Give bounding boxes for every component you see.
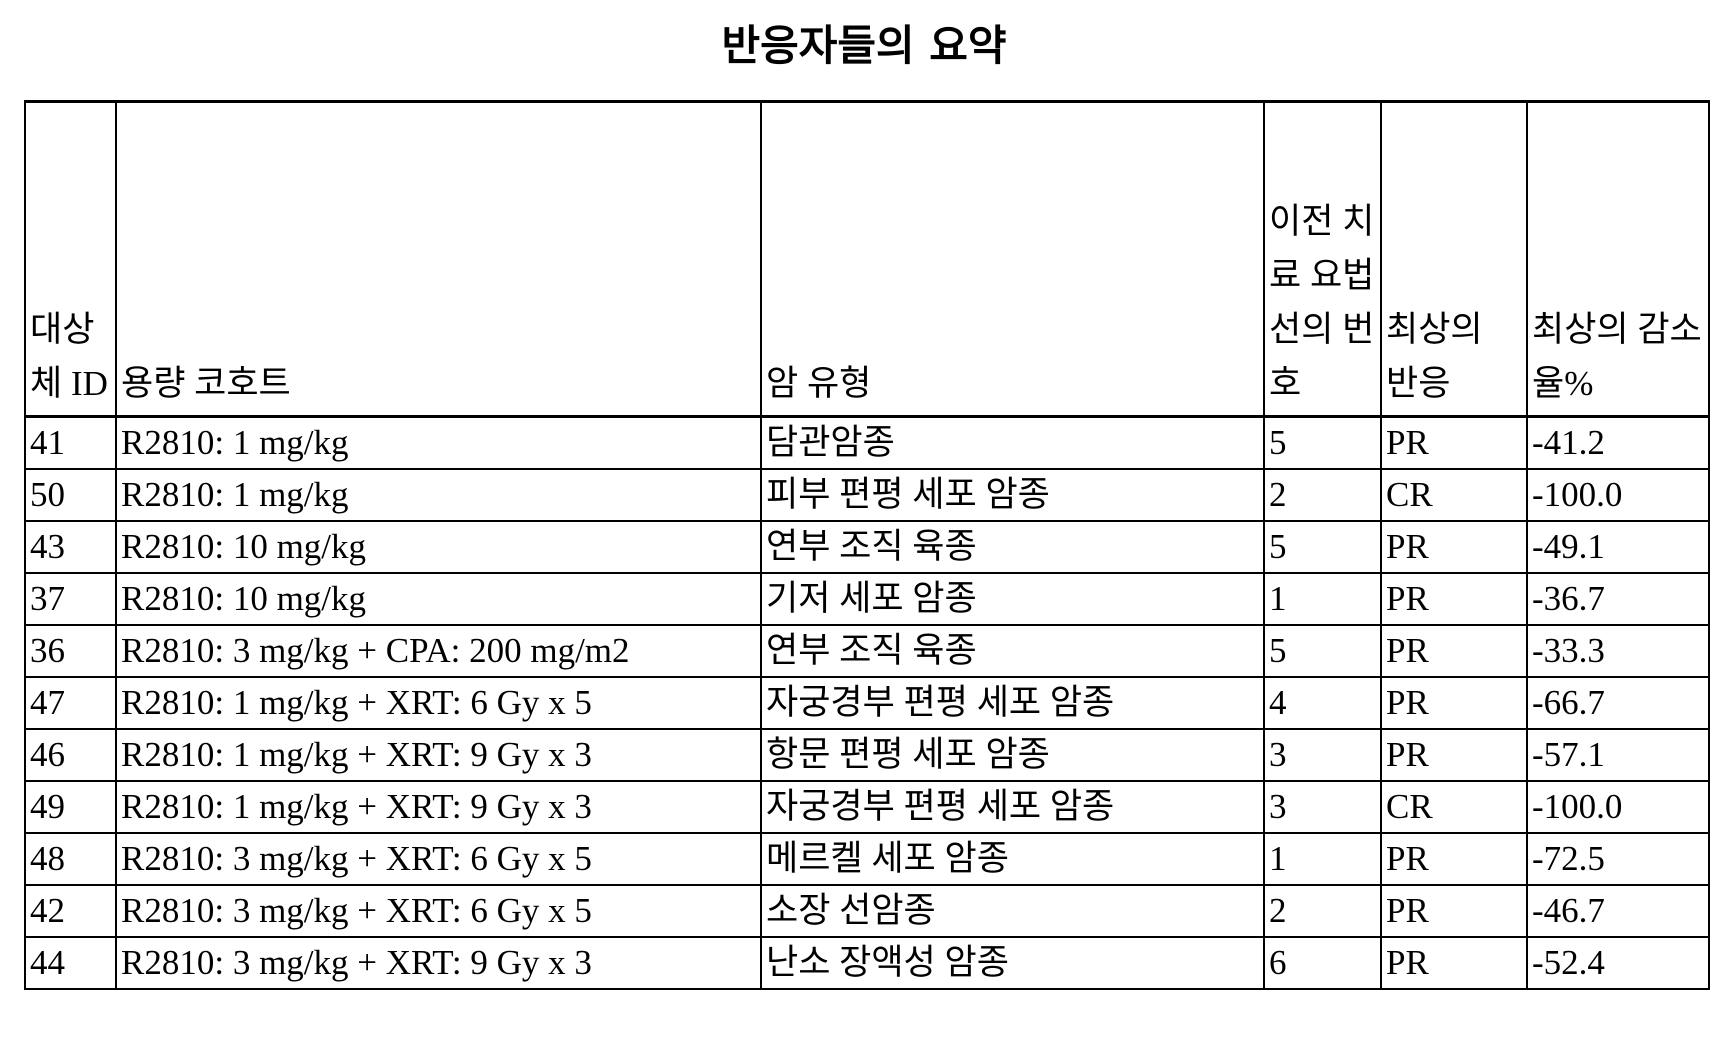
cell-subject-id: 47: [25, 677, 116, 729]
cell-dose-cohort: R2810: 10 mg/kg: [116, 521, 761, 573]
cell-best-reduction: -100.0: [1527, 469, 1709, 521]
table-row: 49R2810: 1 mg/kg + XRT: 9 Gy x 3자궁경부 편평 …: [25, 781, 1709, 833]
cell-cancer-type: 난소 장액성 암종: [761, 937, 1264, 989]
cell-dose-cohort: R2810: 1 mg/kg: [116, 469, 761, 521]
cell-best-response: CR: [1381, 469, 1527, 521]
cell-dose-cohort: R2810: 1 mg/kg + XRT: 9 Gy x 3: [116, 729, 761, 781]
cell-subject-id: 41: [25, 417, 116, 470]
cell-best-reduction: -66.7: [1527, 677, 1709, 729]
cell-best-reduction: -72.5: [1527, 833, 1709, 885]
cell-subject-id: 36: [25, 625, 116, 677]
header-best-response: 최상의 반응: [1381, 102, 1527, 417]
cell-prior-lines: 5: [1264, 521, 1381, 573]
cell-dose-cohort: R2810: 1 mg/kg + XRT: 9 Gy x 3: [116, 781, 761, 833]
cell-prior-lines: 3: [1264, 729, 1381, 781]
cell-best-response: PR: [1381, 677, 1527, 729]
cell-prior-lines: 2: [1264, 469, 1381, 521]
responders-table: 대상체 ID 용량 코호트 암 유형 이전 치료 요법 선의 번호 최상의 반응…: [24, 100, 1710, 990]
cell-best-reduction: -57.1: [1527, 729, 1709, 781]
table-row: 36R2810: 3 mg/kg + CPA: 200 mg/m2연부 조직 육…: [25, 625, 1709, 677]
cell-cancer-type: 기저 세포 암종: [761, 573, 1264, 625]
header-cancer-type: 암 유형: [761, 102, 1264, 417]
header-subject-id: 대상체 ID: [25, 102, 116, 417]
cell-prior-lines: 5: [1264, 625, 1381, 677]
cell-best-reduction: -46.7: [1527, 885, 1709, 937]
cell-best-reduction: -41.2: [1527, 417, 1709, 470]
header-row: 대상체 ID 용량 코호트 암 유형 이전 치료 요법 선의 번호 최상의 반응…: [25, 102, 1709, 417]
cell-best-response: PR: [1381, 885, 1527, 937]
header-prior-lines: 이전 치료 요법 선의 번호: [1264, 102, 1381, 417]
cell-dose-cohort: R2810: 3 mg/kg + XRT: 6 Gy x 5: [116, 885, 761, 937]
cell-cancer-type: 자궁경부 편평 세포 암종: [761, 677, 1264, 729]
cell-subject-id: 44: [25, 937, 116, 989]
cell-cancer-type: 연부 조직 육종: [761, 625, 1264, 677]
table-row: 41R2810: 1 mg/kg담관암종5PR-41.2: [25, 417, 1709, 470]
cell-prior-lines: 3: [1264, 781, 1381, 833]
cell-best-response: PR: [1381, 521, 1527, 573]
table-row: 50R2810: 1 mg/kg피부 편평 세포 암종2CR-100.0: [25, 469, 1709, 521]
cell-cancer-type: 소장 선암종: [761, 885, 1264, 937]
cell-cancer-type: 연부 조직 육종: [761, 521, 1264, 573]
cell-best-response: PR: [1381, 417, 1527, 470]
cell-subject-id: 49: [25, 781, 116, 833]
cell-best-reduction: -100.0: [1527, 781, 1709, 833]
cell-dose-cohort: R2810: 1 mg/kg + XRT: 6 Gy x 5: [116, 677, 761, 729]
cell-best-reduction: -33.3: [1527, 625, 1709, 677]
cell-dose-cohort: R2810: 10 mg/kg: [116, 573, 761, 625]
cell-best-response: PR: [1381, 573, 1527, 625]
cell-best-reduction: -52.4: [1527, 937, 1709, 989]
table-row: 37R2810: 10 mg/kg기저 세포 암종1PR-36.7: [25, 573, 1709, 625]
cell-dose-cohort: R2810: 1 mg/kg: [116, 417, 761, 470]
table-row: 48R2810: 3 mg/kg + XRT: 6 Gy x 5메르켈 세포 암…: [25, 833, 1709, 885]
cell-subject-id: 48: [25, 833, 116, 885]
table-row: 44R2810: 3 mg/kg + XRT: 9 Gy x 3난소 장액성 암…: [25, 937, 1709, 989]
cell-prior-lines: 6: [1264, 937, 1381, 989]
cell-best-response: PR: [1381, 833, 1527, 885]
header-best-reduction: 최상의 감소율%: [1527, 102, 1709, 417]
cell-best-response: CR: [1381, 781, 1527, 833]
cell-best-response: PR: [1381, 937, 1527, 989]
cell-subject-id: 42: [25, 885, 116, 937]
cell-dose-cohort: R2810: 3 mg/kg + XRT: 9 Gy x 3: [116, 937, 761, 989]
cell-cancer-type: 항문 편평 세포 암종: [761, 729, 1264, 781]
cell-dose-cohort: R2810: 3 mg/kg + CPA: 200 mg/m2: [116, 625, 761, 677]
cell-prior-lines: 5: [1264, 417, 1381, 470]
cell-prior-lines: 1: [1264, 833, 1381, 885]
table-row: 46R2810: 1 mg/kg + XRT: 9 Gy x 3항문 편평 세포…: [25, 729, 1709, 781]
page-title: 반응자들의 요약: [0, 12, 1728, 73]
cell-prior-lines: 4: [1264, 677, 1381, 729]
cell-best-reduction: -36.7: [1527, 573, 1709, 625]
cell-subject-id: 50: [25, 469, 116, 521]
cell-subject-id: 37: [25, 573, 116, 625]
cell-subject-id: 46: [25, 729, 116, 781]
header-dose-cohort: 용량 코호트: [116, 102, 761, 417]
cell-subject-id: 43: [25, 521, 116, 573]
cell-prior-lines: 1: [1264, 573, 1381, 625]
table-row: 47R2810: 1 mg/kg + XRT: 6 Gy x 5자궁경부 편평 …: [25, 677, 1709, 729]
cell-cancer-type: 담관암종: [761, 417, 1264, 470]
cell-cancer-type: 피부 편평 세포 암종: [761, 469, 1264, 521]
table-row: 43R2810: 10 mg/kg연부 조직 육종5PR-49.1: [25, 521, 1709, 573]
cell-best-reduction: -49.1: [1527, 521, 1709, 573]
cell-best-response: PR: [1381, 625, 1527, 677]
table-row: 42R2810: 3 mg/kg + XRT: 6 Gy x 5소장 선암종2P…: [25, 885, 1709, 937]
cell-cancer-type: 메르켈 세포 암종: [761, 833, 1264, 885]
cell-dose-cohort: R2810: 3 mg/kg + XRT: 6 Gy x 5: [116, 833, 761, 885]
cell-cancer-type: 자궁경부 편평 세포 암종: [761, 781, 1264, 833]
cell-prior-lines: 2: [1264, 885, 1381, 937]
cell-best-response: PR: [1381, 729, 1527, 781]
